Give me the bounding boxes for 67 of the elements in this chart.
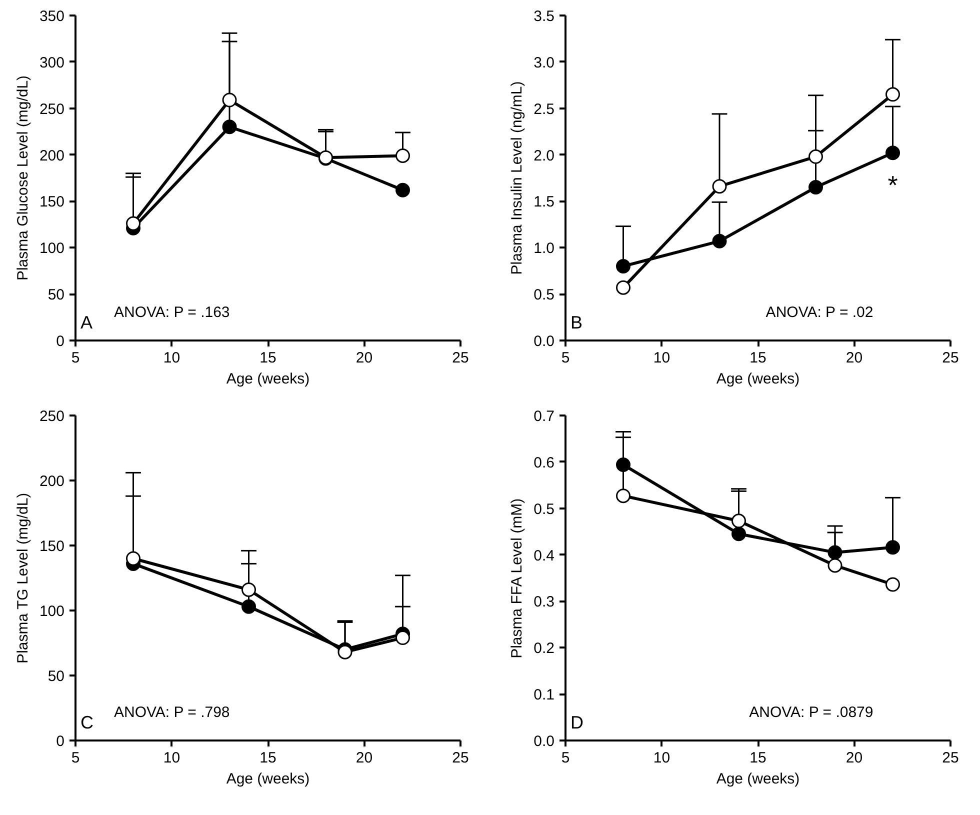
x-tick-label: 5 [561, 750, 570, 766]
y-tick-label: 100 [39, 240, 65, 258]
y-tick-label: 0.0 [534, 333, 555, 350]
y-tick-label: 250 [39, 100, 65, 118]
x-tick-label: 5 [71, 350, 80, 366]
annotation: C [80, 712, 94, 732]
x-tick-label: 10 [653, 750, 670, 766]
x-tick-label: 25 [452, 750, 469, 766]
x-tick-label: 25 [452, 350, 469, 366]
x-tick-label: 15 [750, 350, 766, 366]
annotation: ANOVA: P = .798 [114, 704, 230, 721]
y-tick-label: 0.5 [534, 500, 555, 518]
y-tick-label: 300 [39, 54, 65, 72]
y-tick-label: 150 [39, 194, 65, 211]
x-axis-title: Age (weeks) [716, 370, 800, 388]
y-tick-label: 0.6 [534, 454, 555, 472]
x-tick-label: 25 [942, 350, 959, 366]
x-tick-label: 20 [356, 750, 373, 766]
y-tick-label: 200 [39, 473, 65, 490]
y-tick-label: 350 [39, 8, 65, 25]
y-axis-title: Plasma Glucose Level (mg/dL) [14, 75, 32, 281]
x-tick-label: 15 [260, 350, 276, 366]
y-tick-label: 0.3 [534, 594, 555, 611]
x-axis-title: Age (weeks) [716, 770, 800, 788]
x-tick-label: 20 [356, 350, 373, 366]
y-tick-label: 0.7 [534, 408, 555, 425]
y-tick-label: 50 [48, 286, 65, 304]
annotation: ANOVA: P = .0879 [749, 704, 874, 721]
y-tick-label: 100 [39, 603, 65, 620]
x-tick-label: 20 [846, 750, 863, 766]
x-tick-label: 10 [163, 350, 180, 366]
annotation: ANOVA: P = .02 [766, 304, 874, 321]
y-tick-label: 250 [39, 408, 65, 425]
y-axis-title: Plasma Insulin Level (ng/mL) [508, 81, 526, 275]
y-tick-label: 2.0 [534, 147, 555, 164]
annotation: * [888, 170, 898, 200]
x-axis-title: Age (weeks) [226, 370, 310, 388]
annotation: B [570, 312, 583, 332]
y-tick-label: 50 [48, 668, 65, 685]
y-tick-label: 0.5 [534, 286, 555, 304]
y-tick-label: 200 [39, 147, 65, 164]
annotation: A [80, 312, 93, 332]
y-tick-label: 1.0 [534, 240, 555, 258]
x-tick-label: 20 [846, 350, 863, 366]
y-axis-title: Plasma TG Level (mg/dL) [14, 492, 32, 664]
x-tick-label: 25 [942, 750, 959, 766]
y-tick-label: 0 [56, 333, 64, 350]
y-tick-label: 150 [39, 538, 65, 555]
y-tick-label: 0.0 [534, 733, 555, 750]
y-tick-label: 0.4 [534, 547, 555, 564]
y-tick-label: 3.0 [534, 54, 555, 72]
x-tick-label: 5 [561, 350, 570, 366]
x-tick-label: 5 [71, 750, 80, 766]
y-tick-label: 1.5 [534, 194, 555, 211]
x-tick-label: 10 [653, 350, 670, 366]
y-axis-title: Plasma FFA Level (mM) [508, 498, 526, 658]
x-axis-title: Age (weeks) [226, 770, 310, 788]
annotation: ANOVA: P = .163 [114, 304, 230, 321]
annotation: D [570, 712, 584, 732]
x-tick-label: 15 [260, 750, 276, 766]
y-tick-label: 2.5 [534, 100, 555, 118]
y-tick-label: 0.2 [534, 640, 555, 658]
y-tick-label: 0 [56, 733, 64, 750]
x-tick-label: 10 [163, 750, 180, 766]
y-tick-label: 0.1 [534, 686, 555, 704]
y-tick-label: 3.5 [534, 8, 555, 25]
x-tick-label: 15 [750, 750, 766, 766]
